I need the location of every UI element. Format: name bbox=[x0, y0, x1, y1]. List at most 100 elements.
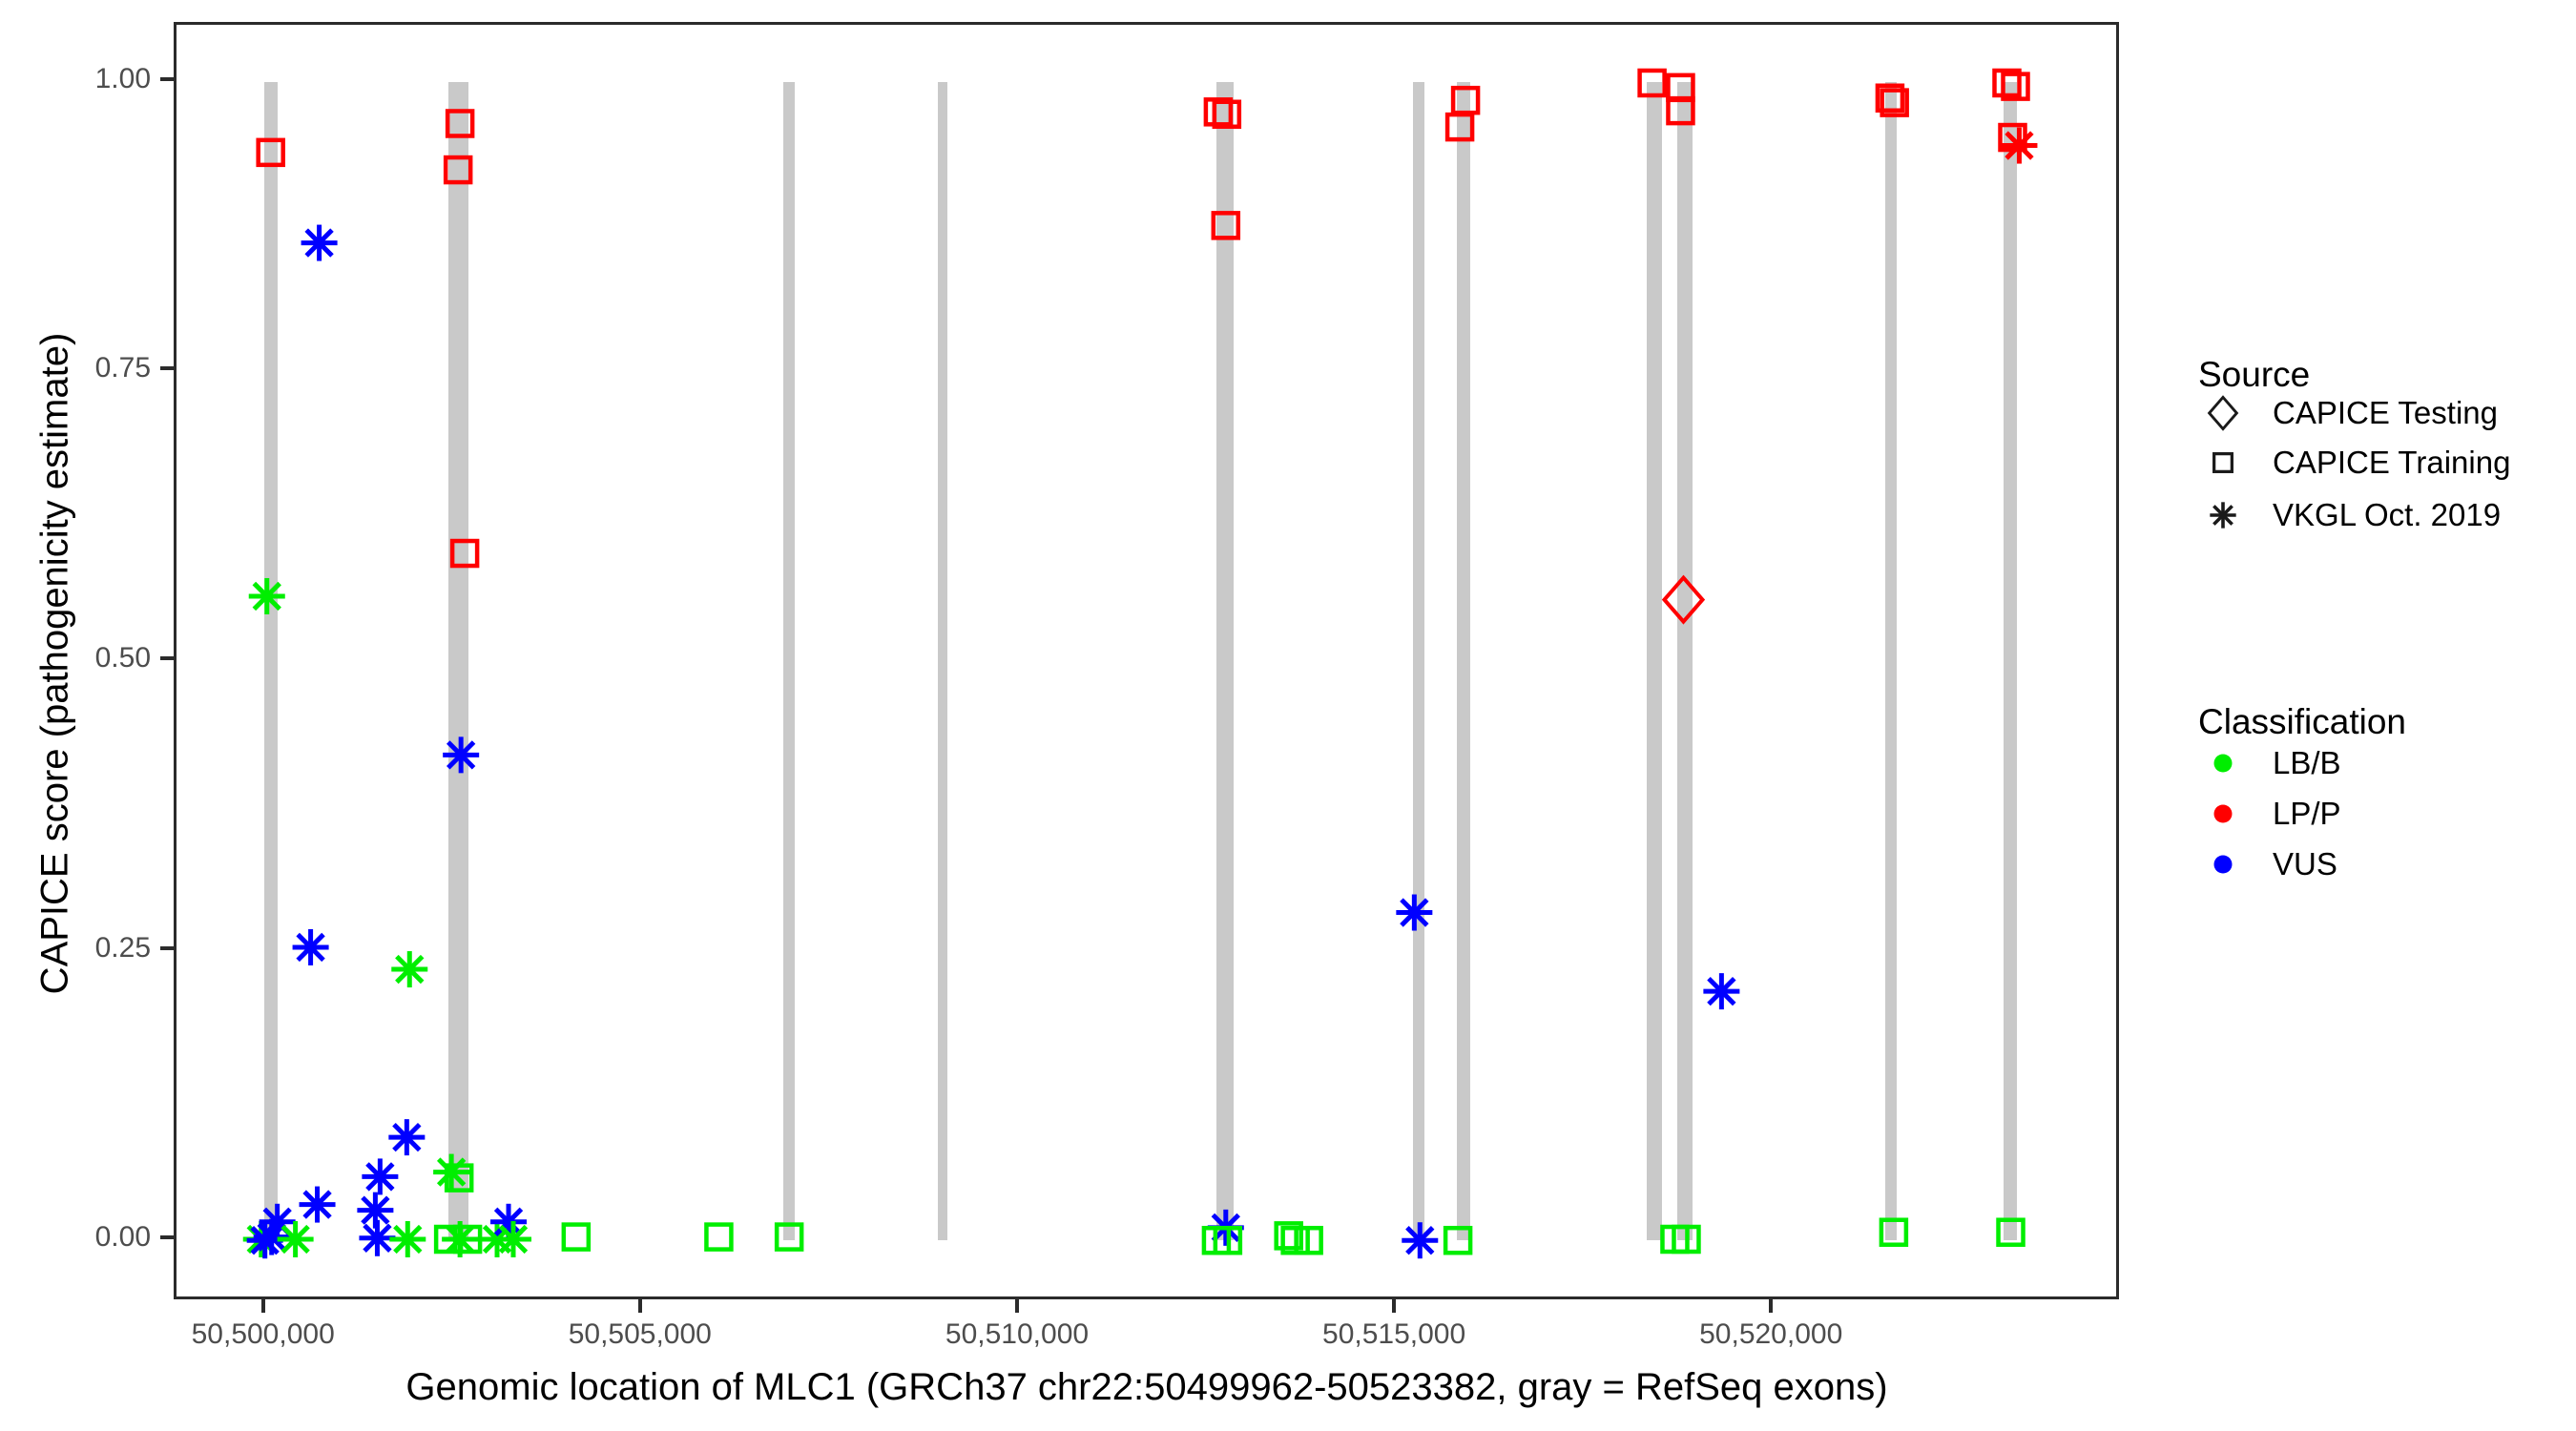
data-point bbox=[1211, 211, 1241, 240]
x-tick-label: 50,505,000 bbox=[568, 1318, 712, 1350]
legend-item-label: LP/P bbox=[2273, 796, 2341, 831]
data-point bbox=[1703, 973, 1740, 1010]
data-point bbox=[561, 1222, 592, 1252]
data-point bbox=[1443, 1225, 1473, 1255]
data-point bbox=[292, 928, 329, 965]
circle-icon bbox=[2213, 804, 2233, 823]
legend-item-label: CAPICE Testing bbox=[2273, 395, 2498, 430]
data-point bbox=[1444, 112, 1475, 142]
data-point bbox=[391, 951, 428, 988]
refseq-exon-bar bbox=[263, 81, 278, 1241]
y-tick-label: 0.50 bbox=[94, 642, 151, 674]
data-point bbox=[1450, 85, 1481, 115]
x-tick-mark bbox=[260, 1299, 265, 1313]
legend-item-lbb: LB/B bbox=[2198, 738, 2341, 788]
refseq-exon-bar bbox=[1676, 81, 1693, 1241]
circle-icon bbox=[2213, 754, 2233, 773]
legend-source-title: Source bbox=[2198, 355, 2311, 394]
data-point bbox=[449, 538, 480, 569]
data-point bbox=[444, 1163, 474, 1192]
y-tick-label: 1.00 bbox=[94, 62, 151, 94]
data-point bbox=[1880, 88, 1909, 117]
x-tick-mark bbox=[1392, 1299, 1397, 1313]
x-tick-mark bbox=[1769, 1299, 1774, 1313]
data-point bbox=[2001, 72, 2030, 101]
refseq-exon-bar bbox=[937, 81, 947, 1241]
data-point bbox=[1672, 1224, 1701, 1255]
x-axis-title: Genomic location of MLC1 (GRCh37 chr22:5… bbox=[405, 1366, 1888, 1408]
x-tick-mark bbox=[637, 1299, 642, 1313]
data-point bbox=[2001, 127, 2038, 164]
refseq-exon-bar bbox=[1884, 81, 1897, 1241]
y-tick-mark bbox=[160, 366, 174, 371]
data-point bbox=[1637, 68, 1667, 98]
diamond-icon bbox=[2207, 395, 2239, 431]
data-point bbox=[1879, 1217, 1909, 1247]
legend-item-square: CAPICE Training bbox=[2198, 438, 2510, 487]
refseq-exon-bar bbox=[1215, 81, 1234, 1241]
data-point bbox=[1294, 1225, 1323, 1255]
data-point bbox=[1402, 1222, 1439, 1259]
data-point bbox=[1996, 1217, 2025, 1247]
data-point bbox=[774, 1222, 804, 1252]
data-point bbox=[1992, 68, 2022, 98]
data-point bbox=[704, 1222, 734, 1252]
x-tick-label: 50,500,000 bbox=[191, 1318, 335, 1350]
refseq-exon-bar bbox=[1413, 81, 1425, 1241]
refseq-exon-bar bbox=[1646, 81, 1662, 1241]
data-point bbox=[357, 1192, 394, 1229]
data-point bbox=[388, 1119, 426, 1156]
data-point bbox=[299, 1186, 336, 1223]
y-tick-mark bbox=[160, 1235, 174, 1240]
plot-panel bbox=[174, 22, 2119, 1299]
y-tick-label: 0.25 bbox=[94, 931, 151, 964]
refseq-exon-bar bbox=[783, 81, 796, 1241]
data-point bbox=[248, 577, 285, 614]
data-point bbox=[389, 1221, 426, 1258]
data-point bbox=[443, 155, 473, 185]
legend-item-vus: VUS bbox=[2198, 840, 2337, 889]
data-point bbox=[1213, 1225, 1243, 1255]
refseq-exon-bar bbox=[1457, 81, 1471, 1241]
data-point bbox=[1396, 894, 1433, 931]
legend-item-label: VUS bbox=[2273, 846, 2337, 881]
y-axis-title: CAPICE score (pathogenicity estimate) bbox=[33, 332, 76, 995]
x-tick-mark bbox=[1015, 1299, 1019, 1313]
legend-item-label: VKGL Oct. 2019 bbox=[2273, 497, 2502, 532]
data-point bbox=[256, 137, 285, 168]
data-point bbox=[443, 736, 480, 774]
legend-item-lpp: LP/P bbox=[2198, 789, 2341, 839]
plot-area bbox=[177, 25, 2116, 1296]
legend-item-label: LB/B bbox=[2273, 745, 2341, 780]
legend-classification-title: Classification bbox=[2198, 702, 2406, 741]
y-tick-mark bbox=[160, 656, 174, 660]
x-tick-label: 50,515,000 bbox=[1322, 1318, 1466, 1350]
data-point bbox=[445, 109, 475, 138]
data-points-layer bbox=[242, 68, 2038, 1259]
data-point bbox=[1875, 83, 1905, 114]
data-point bbox=[1661, 574, 1706, 625]
data-point bbox=[301, 224, 338, 261]
data-point bbox=[1203, 97, 1234, 127]
data-point bbox=[1274, 1221, 1303, 1251]
data-point bbox=[259, 1203, 296, 1240]
data-point bbox=[362, 1158, 399, 1195]
circle-icon bbox=[2213, 855, 2233, 874]
square-marker bbox=[2212, 452, 2233, 473]
data-point bbox=[277, 1221, 314, 1258]
data-point bbox=[1666, 95, 1695, 126]
y-tick-mark bbox=[160, 945, 174, 950]
square-icon bbox=[2212, 452, 2233, 473]
x-tick-label: 50,510,000 bbox=[945, 1318, 1090, 1350]
y-tick-label: 0.75 bbox=[94, 352, 151, 384]
asterisk-icon bbox=[2210, 502, 2236, 529]
legend-item-diamond: CAPICE Testing bbox=[2198, 388, 2498, 438]
legend-item-asterisk: VKGL Oct. 2019 bbox=[2198, 490, 2501, 540]
refseq-exon-bar bbox=[448, 81, 469, 1241]
refseq-exon-bar bbox=[2003, 81, 2017, 1241]
y-tick-label: 0.00 bbox=[94, 1221, 151, 1254]
y-tick-mark bbox=[160, 76, 174, 81]
legend-item-label: CAPICE Training bbox=[2273, 445, 2511, 480]
data-point bbox=[433, 1153, 470, 1191]
